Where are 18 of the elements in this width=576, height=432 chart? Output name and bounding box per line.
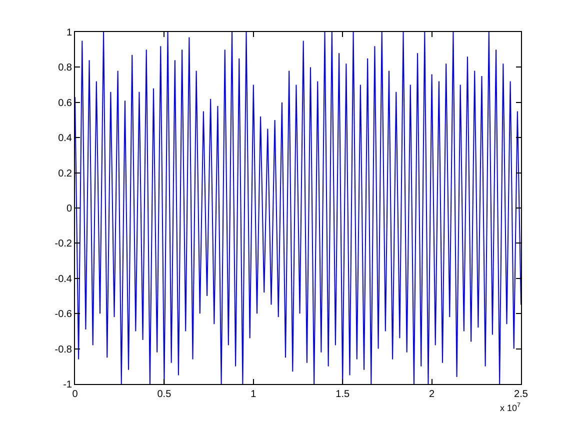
line-series <box>75 32 521 384</box>
x-tick-label: 1 <box>250 389 257 400</box>
y-tick-label: -0.2 <box>54 238 72 250</box>
y-tick-label: 0.8 <box>58 62 72 74</box>
y-tick-label: 0.4 <box>58 133 72 144</box>
x-tick-label: 1.5 <box>336 389 350 400</box>
y-tick-label: 1 <box>66 28 72 38</box>
y-tick-label: 0.2 <box>58 168 72 180</box>
x-tick-label: 2.5 <box>514 389 528 400</box>
y-tick-label: 0 <box>66 204 72 214</box>
y-tick-label: -1 <box>63 380 72 390</box>
x-tick-label: 2 <box>429 389 436 400</box>
y-tick-label: 0.6 <box>58 98 72 109</box>
x-tick-label: 0.5 <box>157 389 172 400</box>
y-tick-label: -0.8 <box>54 344 72 356</box>
text: x 10$^{7}$ <box>500 402 522 413</box>
y-tick-label: -0.6 <box>54 309 72 320</box>
y-tick-label: -0.4 <box>54 274 72 285</box>
